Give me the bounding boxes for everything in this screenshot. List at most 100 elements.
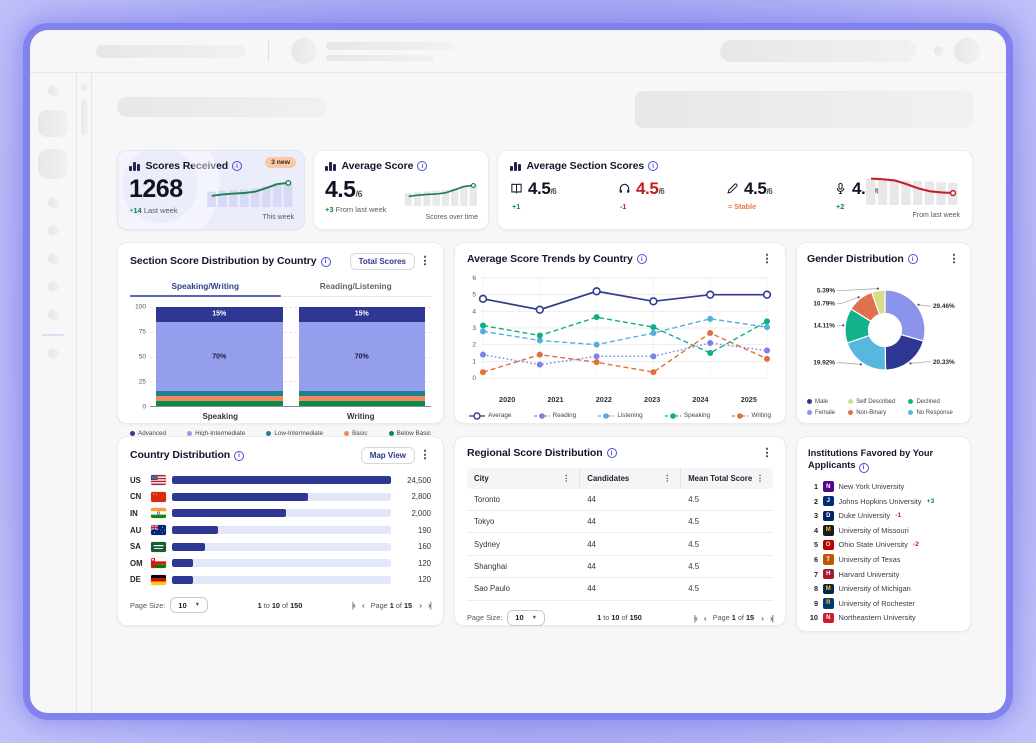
kebab-menu-icon[interactable]: ⋮ (948, 252, 960, 265)
card-title: Section Score Distribution by Country (130, 255, 317, 268)
info-icon[interactable]: i (907, 254, 918, 265)
metric-value: 4.5/6 (744, 178, 773, 198)
kebab-menu-icon[interactable]: ⋮ (761, 252, 773, 265)
institution-row[interactable]: 2 J Johns Hopkins University +3 (808, 494, 959, 509)
kebab-menu-icon[interactable]: ⋮ (419, 449, 431, 461)
column-menu-icon[interactable]: ⋮ (662, 472, 672, 483)
country-code: SA (130, 542, 141, 552)
column-menu-icon[interactable]: ⋮ (561, 472, 571, 483)
country-code: US (130, 475, 141, 485)
metric-value: 4.5/6 (636, 178, 665, 198)
info-icon[interactable]: i (417, 161, 428, 172)
segment-high-intermediate: 70% (298, 321, 425, 392)
pagination: Page Size: 10 ▼ 1 to 10 of 150 |‹ ‹ Page 1 of … (467, 609, 774, 626)
search-bar-skeleton[interactable] (720, 40, 916, 62)
sidebar-item-skeleton[interactable] (47, 281, 59, 292)
card-title: Institutions Favored by Your Applicants i (808, 447, 959, 474)
info-icon[interactable]: i (606, 448, 617, 459)
sidebar-item-skeleton[interactable] (47, 197, 59, 208)
legend-item: Basic (344, 430, 368, 437)
bar-chart-icon (510, 161, 521, 171)
institution-row[interactable]: 3 D Duke University -1 (808, 508, 959, 523)
page-size-select[interactable]: 10 ▼ (170, 597, 209, 614)
trends-card: Average Score Trends by Country i ⋮ 0 1 2 3… (454, 242, 786, 424)
institution-rank: 7 (813, 569, 818, 579)
sidebar-divider (42, 334, 64, 336)
first-page-icon[interactable]: |‹ (351, 600, 356, 611)
first-page-icon[interactable]: |‹ (693, 612, 698, 623)
tab-speaking-writing[interactable]: Speaking/Writing (130, 277, 281, 297)
x-label: 2024 (692, 394, 709, 404)
legend-item: Average (469, 411, 511, 420)
column-header-candidates: Candidates ⋮ (580, 467, 682, 489)
bar-track (172, 542, 391, 551)
institution-row[interactable]: 6 T University of Texas (808, 552, 959, 567)
stacked-x-labels: Speaking Writing (150, 412, 431, 421)
legend-item: Non-Binary (848, 410, 902, 416)
sidebar-item-skeleton[interactable] (47, 253, 59, 264)
last-page-icon[interactable]: ›| (427, 600, 432, 611)
country-row: IN 2,000 (130, 505, 431, 522)
total-scores-button[interactable]: Total Scores (349, 253, 415, 270)
table-row: Tokyo 44 4.5 (467, 511, 773, 534)
info-icon[interactable]: i (648, 161, 659, 172)
table-cell: 44 (587, 584, 596, 594)
sidebar-item-skeleton[interactable] (47, 348, 59, 359)
column-header-city: City ⋮ (467, 467, 581, 489)
browser-chrome (30, 30, 1006, 73)
sidebar-item-skeleton[interactable] (47, 309, 59, 320)
page-size-select[interactable]: 10 ▼ (507, 609, 546, 626)
flag-cn-icon (151, 491, 166, 502)
svg-text:14.11%: 14.11% (814, 322, 836, 329)
info-icon[interactable]: i (234, 450, 245, 461)
prev-page-icon[interactable]: ‹ (703, 612, 707, 623)
institution-row[interactable]: 1 N New York University (808, 479, 959, 494)
institution-row[interactable]: 8 M University of Michigan (808, 581, 959, 596)
x-label: 2020 (499, 394, 516, 404)
country-row: SA 160 (130, 538, 431, 555)
institution-row[interactable]: 7 H Harvard University (808, 567, 959, 582)
column-menu-icon[interactable]: ⋮ (755, 472, 765, 483)
info-icon[interactable]: i (636, 254, 647, 265)
sidebar-item-skeleton[interactable] (38, 149, 68, 179)
institution-logo: T (823, 554, 834, 565)
legend-dot (187, 431, 193, 436)
legend-item: Low-Intermediate (266, 430, 323, 437)
chrome-skeleton-circle (291, 38, 317, 64)
scroll-indicator[interactable] (81, 99, 88, 135)
institution-row[interactable]: 5 O Ohio State University -2 (808, 538, 959, 553)
kebab-menu-icon[interactable]: ⋮ (419, 255, 431, 267)
legend-dot (848, 410, 854, 416)
map-view-button[interactable]: Map View (360, 447, 415, 464)
table-cell: 4.5 (688, 584, 700, 594)
sparkline-chart (207, 179, 293, 207)
institution-name: University of Michigan (838, 584, 911, 594)
scores-received-value: 1268 (129, 174, 183, 203)
institution-row[interactable]: 10 N Northeastern University (808, 611, 959, 626)
kebab-menu-icon[interactable]: ⋮ (761, 446, 773, 459)
sidebar-item-skeleton[interactable] (47, 225, 59, 236)
tab-reading-listening[interactable]: Reading/Listening (319, 281, 392, 291)
info-icon[interactable]: i (232, 161, 243, 172)
avatar[interactable] (954, 38, 980, 64)
last-page-icon[interactable]: ›| (769, 612, 774, 623)
prev-page-icon[interactable]: ‹ (361, 600, 365, 611)
page-range: 1 to 10 of 150 (597, 613, 642, 623)
page-range: 1 to 10 of 150 (257, 600, 303, 610)
info-icon[interactable]: i (320, 256, 331, 267)
notification-dot[interactable] (934, 46, 944, 56)
institution-logo: H (823, 568, 834, 580)
institution-row[interactable]: 9 R University of Rochester (808, 596, 959, 611)
sidebar-item-skeleton[interactable] (38, 110, 68, 137)
svg-text:10.79%: 10.79% (813, 300, 835, 307)
page-controls: |‹ ‹ Page 1 of 15 › ›| (693, 612, 774, 623)
table-cell: 4.5 (688, 517, 700, 527)
info-icon[interactable]: i (858, 463, 869, 474)
pencil-icon (726, 182, 739, 195)
sparkline-label: Scores over time (425, 214, 478, 221)
institution-row[interactable]: 4 M University of Missouri (808, 523, 959, 538)
sparkline-label: This week (262, 214, 294, 221)
next-page-icon[interactable]: › (419, 600, 422, 611)
institutions-card: Institutions Favored by Your Applicants i… (796, 436, 971, 632)
next-page-icon[interactable]: › (761, 612, 764, 623)
